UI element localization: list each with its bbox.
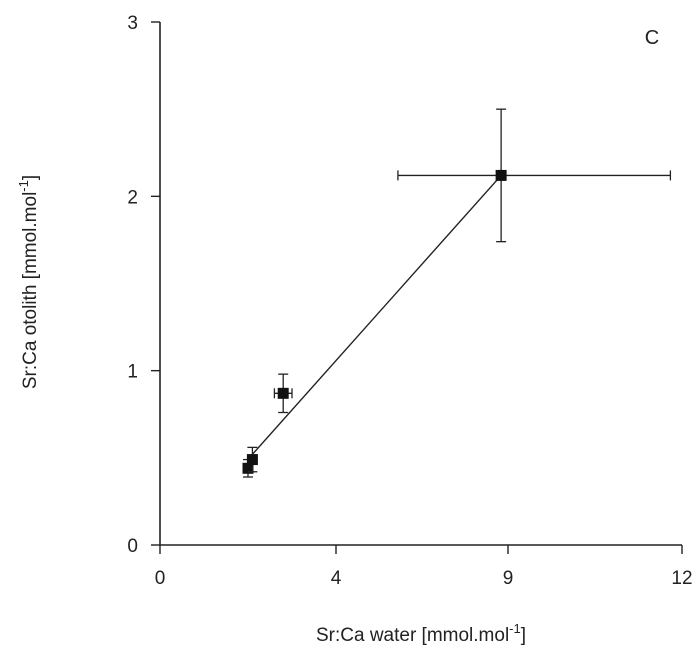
x-tick-label: 9 — [503, 568, 514, 589]
x-axis-title-main: Sr:Ca water [mmol.mol — [316, 625, 509, 646]
data-point — [246, 446, 258, 473]
x-tick-label: 12 — [671, 568, 692, 589]
y-ticks: 0 1 2 3 — [127, 13, 160, 557]
point-marker — [277, 387, 289, 399]
y-tick-label: 0 — [127, 536, 138, 557]
x-tick-label: 0 — [155, 568, 166, 589]
point-marker — [246, 454, 258, 466]
y-axis-title-end: ] — [20, 175, 41, 180]
x-tick-label: 4 — [331, 568, 342, 589]
x-axis-title: Sr:Ca water [mmol.mol-1] — [316, 621, 526, 646]
x-axis-title-sup: -1 — [509, 621, 521, 636]
x-axis-title-end: ] — [521, 625, 526, 646]
fit-line — [251, 174, 502, 455]
y-tick-label: 3 — [127, 13, 138, 34]
data-point — [273, 373, 293, 414]
y-tick-label: 1 — [127, 362, 138, 383]
data-points — [242, 108, 672, 478]
point-marker — [242, 462, 254, 474]
axes — [159, 22, 682, 546]
point-marker — [495, 169, 507, 181]
y-axis-title-sup: -1 — [16, 180, 31, 192]
y-axis-title-main: Sr:Ca otolith [mmol.mol — [20, 192, 41, 389]
panel-label: C — [645, 27, 659, 49]
y-tick-label: 2 — [127, 187, 138, 208]
data-point — [397, 108, 672, 243]
y-axis-title: Sr:Ca otolith [mmol.mol-1] — [16, 175, 41, 389]
x-ticks: 0 4 9 12 — [155, 545, 693, 589]
